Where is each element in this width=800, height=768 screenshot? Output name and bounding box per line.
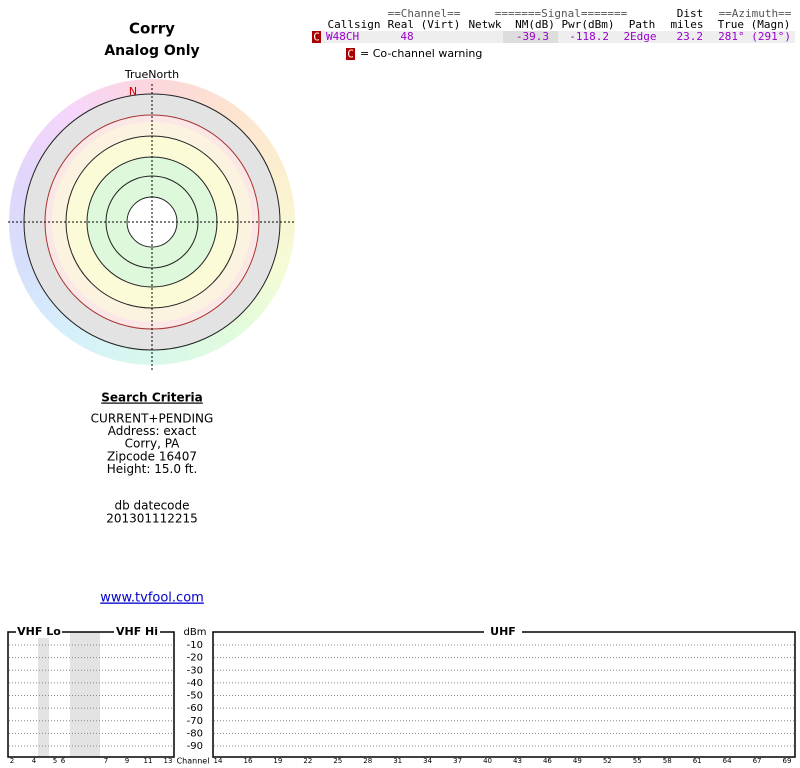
y-tick-label: -70 bbox=[187, 716, 203, 727]
column-header: Path bbox=[629, 18, 656, 31]
label-bg bbox=[484, 626, 522, 638]
warning-flag-text: C bbox=[347, 48, 354, 61]
title: Corry bbox=[129, 20, 175, 38]
channel-tick: 67 bbox=[753, 757, 762, 765]
criteria-line: Zipcode 16407 bbox=[107, 449, 197, 463]
unit-label: dBm bbox=[184, 627, 207, 638]
channel-tick: 19 bbox=[273, 757, 282, 765]
column-header: True (Magn) bbox=[718, 18, 791, 31]
channel-tick: 22 bbox=[303, 757, 312, 765]
section-title: Search Criteria bbox=[101, 391, 202, 405]
band-label: VHF Hi bbox=[116, 625, 158, 638]
channel-tick: 25 bbox=[333, 757, 342, 765]
channel-tick: 55 bbox=[633, 757, 642, 765]
y-tick-label: -80 bbox=[187, 728, 203, 739]
datecode-label: db datecode bbox=[114, 499, 189, 513]
y-tick-label: -20 bbox=[187, 653, 203, 664]
channel-tick: 46 bbox=[543, 757, 552, 765]
label-bg bbox=[16, 626, 62, 638]
band-shade bbox=[70, 632, 100, 757]
datecode: 201301112215 bbox=[106, 512, 198, 526]
x-axis-label: Channel bbox=[177, 757, 210, 766]
y-tick-label: -10 bbox=[187, 640, 203, 651]
criteria-line: CURRENT+PENDING bbox=[91, 412, 214, 426]
group-header: ==Azimuth== bbox=[719, 7, 792, 20]
label-bg bbox=[114, 626, 160, 638]
channel-tick: 2 bbox=[10, 757, 14, 765]
channel-tick: 61 bbox=[693, 757, 702, 765]
north-label: N bbox=[129, 85, 137, 98]
azimuth: 281° (291°) bbox=[718, 30, 791, 43]
band-shade bbox=[38, 632, 49, 757]
uhf-box bbox=[212, 631, 796, 758]
channel-tick: 11 bbox=[144, 757, 153, 765]
channel-tick: 9 bbox=[125, 757, 129, 765]
channel-tick: 52 bbox=[603, 757, 612, 765]
legend-text: = Co-channel warning bbox=[360, 47, 482, 60]
power: -118.2 bbox=[569, 30, 609, 43]
band-label: UHF bbox=[490, 625, 516, 638]
channel-tick: 34 bbox=[423, 757, 432, 765]
compass-label: TrueNorth bbox=[124, 68, 179, 81]
warning-flag bbox=[346, 48, 355, 60]
channel-tick: 5 bbox=[53, 757, 57, 765]
callsign[interactable]: W48CH bbox=[326, 30, 359, 43]
channel-tick: 37 bbox=[453, 757, 462, 765]
column-header: miles bbox=[670, 18, 703, 31]
column-header: Pwr(dBm) bbox=[562, 18, 615, 31]
warning-flag bbox=[312, 31, 321, 43]
distance: 23.2 bbox=[677, 30, 704, 43]
subtitle: Analog Only bbox=[104, 43, 199, 59]
column-header: Netwk bbox=[468, 18, 501, 31]
channel-tick: 31 bbox=[393, 757, 402, 765]
group-header: =======Signal======= bbox=[495, 7, 628, 20]
criteria-line: Corry, PA bbox=[125, 437, 181, 451]
group-header: ==Channel== bbox=[388, 7, 461, 20]
column-header: Real (Virt) bbox=[388, 18, 461, 31]
channel-tick: 16 bbox=[243, 757, 252, 765]
channel-tick: 28 bbox=[363, 757, 372, 765]
path: 2Edge bbox=[623, 30, 656, 43]
channel-tick: 69 bbox=[783, 757, 792, 765]
channel-tick: 43 bbox=[513, 757, 522, 765]
noise-margin: -39.3 bbox=[516, 30, 549, 43]
channel-tick: 13 bbox=[164, 757, 173, 765]
signal-cell bbox=[503, 31, 558, 43]
group-header: Dist bbox=[677, 7, 704, 20]
y-tick-label: -50 bbox=[187, 691, 203, 702]
column-header: NM(dB) bbox=[515, 18, 555, 31]
vhf-box bbox=[7, 631, 175, 758]
y-tick-label: -90 bbox=[187, 741, 203, 752]
y-tick-label: -40 bbox=[187, 678, 203, 689]
channel-tick: 14 bbox=[214, 757, 223, 765]
criteria-line: Height: 15.0 ft. bbox=[107, 462, 198, 476]
channel-tick: 49 bbox=[573, 757, 582, 765]
channel-tick: 6 bbox=[61, 757, 66, 765]
band-label: VHF Lo bbox=[17, 625, 61, 638]
channel-tick: 58 bbox=[663, 757, 672, 765]
channel-tick: 4 bbox=[32, 757, 37, 765]
channel-tick: 40 bbox=[483, 757, 492, 765]
y-tick-label: -30 bbox=[187, 665, 203, 676]
warning-flag-text: C bbox=[313, 31, 320, 44]
channel-tick: 7 bbox=[104, 757, 108, 765]
column-header: Callsign bbox=[328, 18, 381, 31]
site-link[interactable]: www.tvfool.com bbox=[100, 591, 204, 606]
criteria-line: Address: exact bbox=[108, 424, 197, 438]
channel-tick: 64 bbox=[723, 757, 732, 765]
channel: 48 bbox=[400, 30, 413, 43]
y-tick-label: -60 bbox=[187, 703, 203, 714]
